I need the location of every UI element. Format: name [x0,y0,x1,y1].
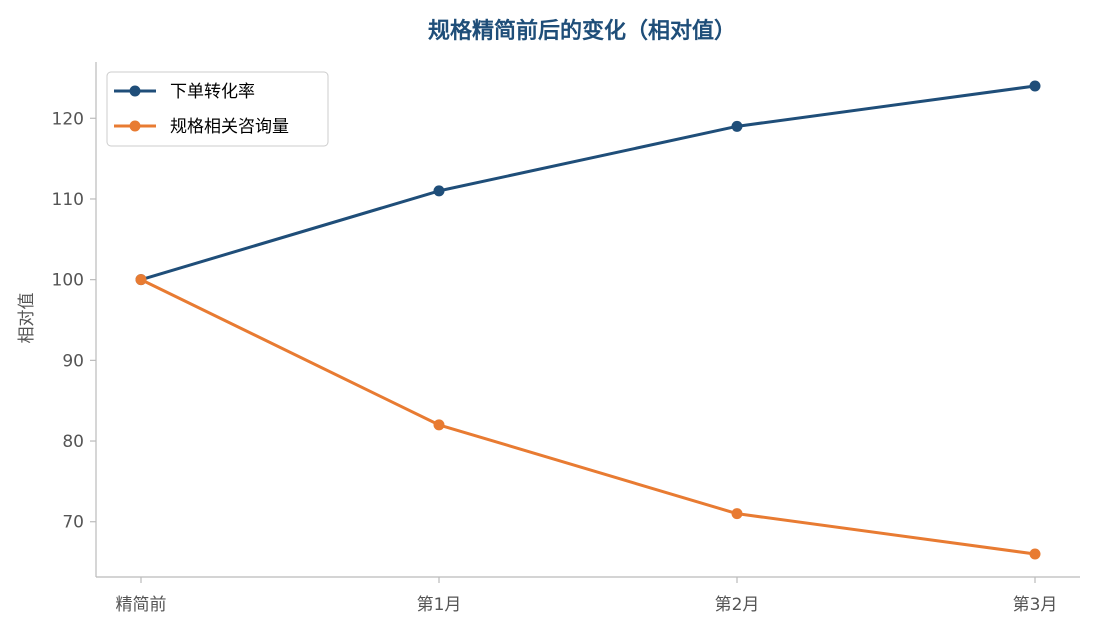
legend-label: 规格相关咨询量 [170,117,289,137]
y-axis-label: 相对值 [17,293,37,344]
chart-title: 规格精简前后的变化（相对值） [428,18,736,44]
y-tick-label: 100 [52,271,84,291]
data-point [135,274,147,286]
y-tick-label: 70 [62,513,84,533]
y-axis-ticks: 70 80 90 100 110 120 [52,109,96,533]
data-point [433,419,445,431]
series-line-1 [139,84,1037,282]
x-tick-label: 第3月 [1013,595,1058,615]
x-axis-ticks: 精简前 第1月 第2月 第3月 [116,577,1058,615]
legend-marker [129,120,141,132]
data-point [1029,80,1041,92]
series-layer [135,80,1041,560]
legend-label: 下单转化率 [170,82,255,102]
y-tick-label: 90 [62,351,84,371]
series-line-2 [139,278,1037,556]
y-tick-label: 110 [52,190,84,210]
x-tick-label: 第1月 [417,595,462,615]
x-tick-label: 第2月 [715,595,760,615]
legend-box [106,71,329,147]
y-tick-label: 80 [62,432,84,452]
y-tick-label: 120 [52,109,84,129]
legend-marker [129,85,141,97]
data-point [731,120,743,132]
data-point [731,508,743,520]
data-point [1029,548,1041,560]
x-tick-label: 精简前 [116,595,167,615]
data-point [433,185,445,197]
